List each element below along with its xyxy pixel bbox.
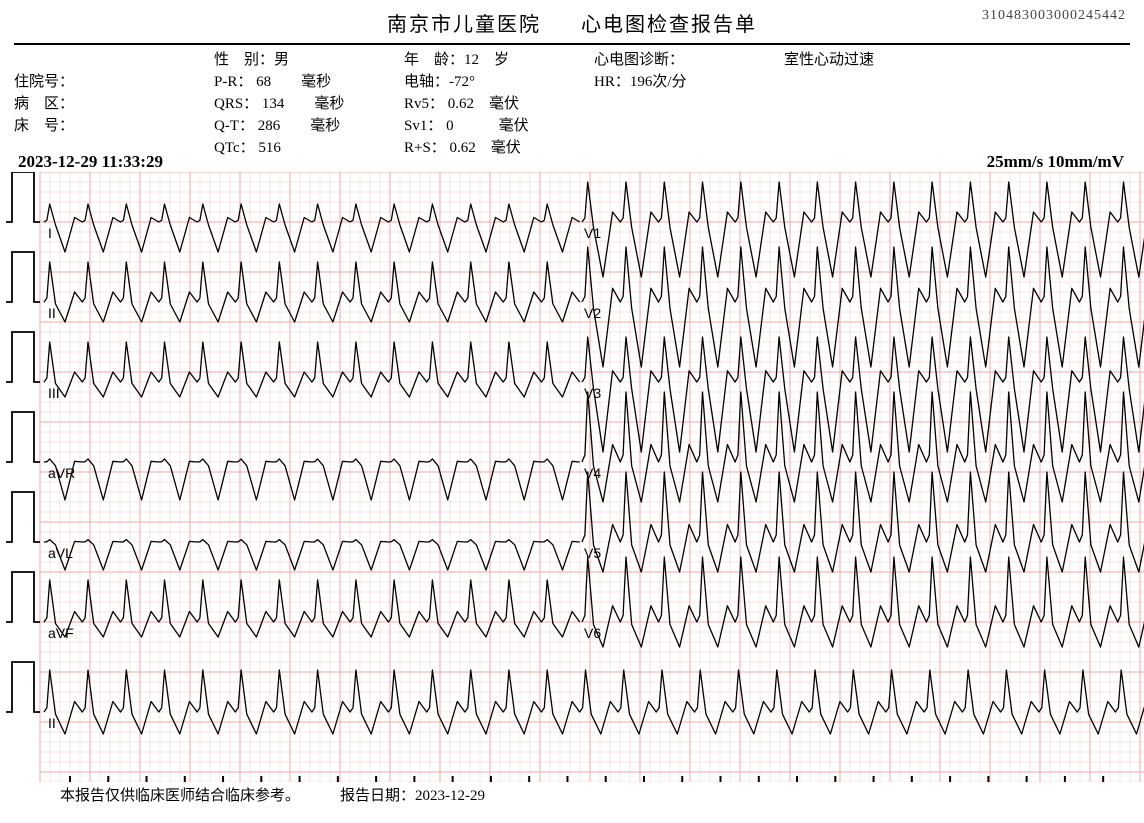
svg-text:aVL: aVL [48,545,73,561]
diag-label: 心电图诊断： [594,49,784,71]
param-c2: P-R： 68 毫秒 [214,71,404,93]
param-c2: QTc： 516 [214,137,404,159]
param-c4 [594,93,784,115]
report-date: 报告日期：2023-12-29 [340,784,485,805]
svg-text:II: II [48,715,56,731]
param-row: QTc： 516R+S： 0.62 毫伏 [14,137,1130,159]
svg-text:V2: V2 [584,305,601,321]
svg-text:aVF: aVF [48,625,74,641]
param-c4: HR：196次/分 [594,71,784,93]
param-c3: R+S： 0.62 毫伏 [404,137,594,159]
svg-text:aVR: aVR [48,465,75,481]
disclaimer: 本报告仅供临床医师结合临床参考。 [60,784,300,805]
diag-value: 室性心动过速 [784,49,1130,71]
hospital-name: 南京市儿童医院 [387,8,541,37]
sex-cell: 性 别：男 [214,49,404,71]
parameters-block: 住院号：P-R： 68 毫秒电轴：-72°HR：196次/分病 区：QRS： 1… [14,71,1130,159]
document-id: 310483003000245442 [982,8,1126,24]
svg-text:III: III [48,385,60,401]
param-row: 病 区：QRS： 134 毫秒Rv5： 0.62 毫伏 [14,93,1130,115]
svg-text:V3: V3 [584,385,601,401]
param-c3: Sv1： 0 毫伏 [404,115,594,137]
param-c2: QRS： 134 毫秒 [214,93,404,115]
footer: 本报告仅供临床医师结合临床参考。 报告日期：2023-12-29 [60,784,485,805]
param-row: 床 号：Q-T： 286 毫秒Sv1： 0 毫伏 [14,115,1130,137]
divider [14,43,1130,45]
ecg-chart: I V1 II V2 III V3 aVR V4 aVL V5 aVF V6 II [0,172,1144,782]
svg-text:V1: V1 [584,225,601,241]
age-cell: 年 龄：12 岁 [404,49,594,71]
svg-text:II: II [48,305,56,321]
patient-field: 病 区： [14,93,214,115]
param-c3: 电轴：-72° [404,71,594,93]
svg-text:V5: V5 [584,545,601,561]
header-row: 性 别：男 年 龄：12 岁 心电图诊断： 室性心动过速 [14,49,1130,71]
param-c4 [594,137,784,159]
report-title: 心电图检查报告单 [581,8,757,37]
blank [14,49,214,71]
svg-text:V4: V4 [584,465,601,481]
ecg-svg: I V1 II V2 III V3 aVR V4 aVL V5 aVF V6 II [0,172,1144,782]
param-c2: Q-T： 286 毫秒 [214,115,404,137]
param-c3: Rv5： 0.62 毫伏 [404,93,594,115]
patient-field: 住院号： [14,71,214,93]
timestamp: 2023-12-29 11:33:29 [18,152,163,172]
svg-text:I: I [48,225,52,241]
report-page: 310483003000245442 南京市儿童医院 心电图检查报告单 性 别：… [0,0,1144,823]
patient-field: 床 号： [14,115,214,137]
scale-label: 25mm/s 10mm/mV [987,152,1124,172]
title-row: 南京市儿童医院 心电图检查报告单 [14,8,1130,37]
param-c4 [594,115,784,137]
param-row: 住院号：P-R： 68 毫秒电轴：-72°HR：196次/分 [14,71,1130,93]
svg-text:V6: V6 [584,625,601,641]
